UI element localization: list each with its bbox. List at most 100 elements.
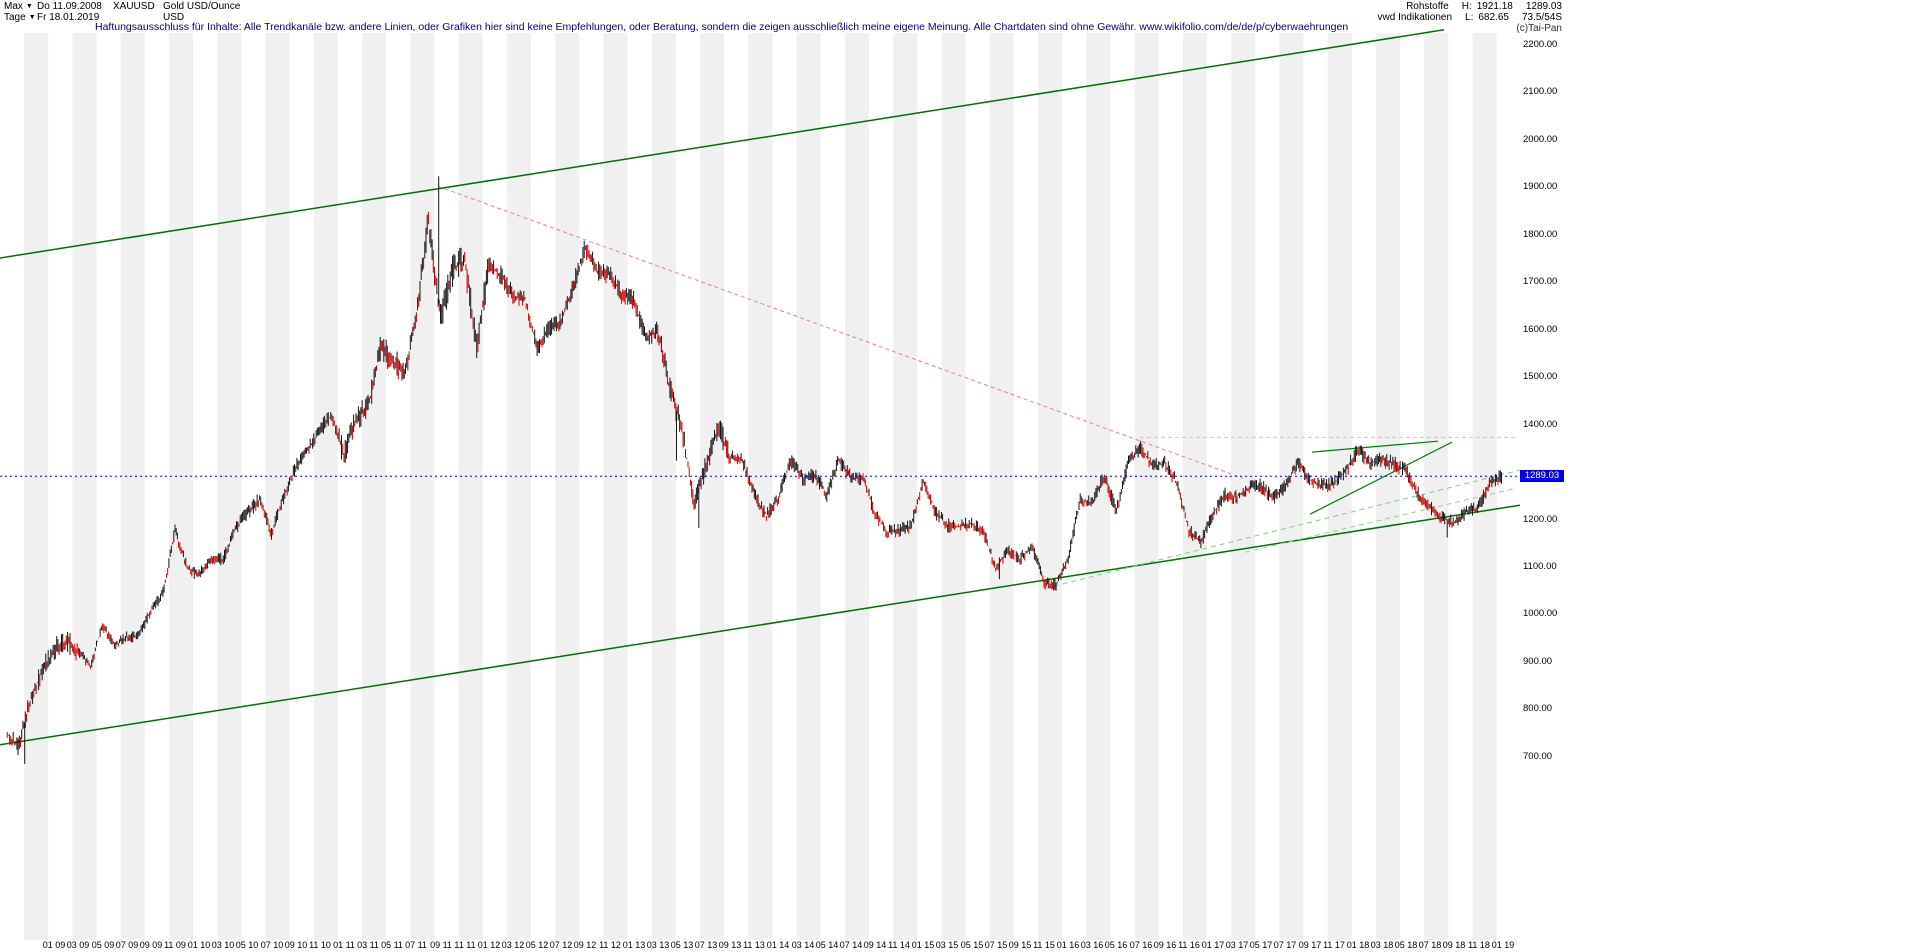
background-band xyxy=(844,33,869,940)
x-axis-label: 09 13 xyxy=(718,940,742,950)
background-band xyxy=(531,33,556,940)
x-axis-label: 05 10 xyxy=(235,940,259,950)
background-band xyxy=(869,33,894,940)
background-band xyxy=(1448,33,1473,940)
x-axis-label: 11 16 xyxy=(1178,940,1200,950)
x-axis-label: 09 11 xyxy=(430,940,452,950)
background-band xyxy=(1376,33,1401,940)
x-axis-label: 03 17 xyxy=(1225,940,1249,950)
x-axis-label: 05 18 xyxy=(1394,940,1418,950)
x-axis-label: 11 13 xyxy=(743,940,765,950)
x-axis-label: 05 15 xyxy=(960,940,984,950)
background-band xyxy=(1472,33,1497,940)
x-axis-label: 03 16 xyxy=(1080,940,1104,950)
x-axis-label: 01 10 xyxy=(187,940,211,950)
background-band xyxy=(1038,33,1063,940)
x-axis-label: 01 09 xyxy=(42,940,66,950)
x-axis-label: 11 09 xyxy=(164,940,186,950)
background-band xyxy=(265,33,290,940)
x-axis-label: 03 14 xyxy=(791,940,815,950)
background-band xyxy=(893,33,918,940)
x-axis-label: 11 10 xyxy=(309,940,331,950)
background-band xyxy=(362,33,387,940)
background-band xyxy=(1496,33,1520,940)
background-band xyxy=(0,33,25,940)
x-axis-label: 01 11 xyxy=(333,940,355,950)
background-band xyxy=(72,33,97,940)
x-axis-label: 09 17 xyxy=(1298,940,1322,950)
date-axis: 01 09 03 09 05 09 07 09 09 09 11 09 01 10 03 10… xyxy=(0,940,1540,952)
background-band xyxy=(96,33,121,940)
x-axis-label: 07 09 xyxy=(115,940,139,950)
background-band xyxy=(700,33,725,940)
x-axis-label: 03 12 xyxy=(501,940,525,950)
background-band xyxy=(941,33,966,940)
background-band xyxy=(1327,33,1352,940)
support-dashed-line-1 xyxy=(1044,469,1520,589)
background-band xyxy=(772,33,797,940)
x-axis-label: 07 16 xyxy=(1129,940,1153,950)
x-axis-label: 07 14 xyxy=(839,940,863,950)
x-axis-label: 01 15 xyxy=(911,940,935,950)
range-selector[interactable]: Max ▼ xyxy=(4,1,33,12)
background-band xyxy=(1424,33,1449,940)
background-band xyxy=(1013,33,1038,940)
x-axis-label: 03 13 xyxy=(646,940,670,950)
background-band xyxy=(144,33,169,940)
x-axis-label: 11 14 xyxy=(888,940,910,950)
wedge-top-line xyxy=(1311,440,1439,453)
background-band xyxy=(796,33,821,940)
x-axis-label: 03 15 xyxy=(935,940,959,950)
background-band xyxy=(579,33,604,940)
background-band xyxy=(651,33,676,940)
background-band xyxy=(555,33,580,940)
wedge-bottom-line xyxy=(1309,441,1453,515)
background-band xyxy=(675,33,700,940)
background-band xyxy=(338,33,363,940)
x-axis-label: 01 19 xyxy=(1491,940,1515,950)
x-axis-label: 07 18 xyxy=(1418,940,1442,950)
x-axis-label: 05 13 xyxy=(670,940,694,950)
background-band xyxy=(1182,33,1207,940)
x-axis-label: 01 14 xyxy=(766,940,790,950)
x-axis-label: 03 11 xyxy=(357,940,379,950)
x-axis-label: 09 12 xyxy=(573,940,597,950)
x-axis-label: 05 12 xyxy=(525,940,549,950)
background-band xyxy=(217,33,242,940)
x-axis-label: 01 12 xyxy=(477,940,501,950)
x-axis-label: 03 18 xyxy=(1370,940,1394,950)
x-axis-label: 11 11 xyxy=(454,940,476,950)
x-axis-label: 05 16 xyxy=(1104,940,1128,950)
x-axis-label: 05 14 xyxy=(815,940,839,950)
current-price-tag: 1289.03 xyxy=(1520,470,1564,482)
x-axis-label: 05 11 xyxy=(381,940,403,950)
x-axis-label: 11 12 xyxy=(599,940,621,950)
background-band xyxy=(1158,33,1183,940)
x-axis-label: 03 10 xyxy=(211,940,235,950)
upper-channel-line xyxy=(0,29,1445,259)
background-band xyxy=(482,33,507,940)
lower-channel-line xyxy=(0,504,1520,746)
x-axis-label: 11 18 xyxy=(1468,940,1490,950)
background-band xyxy=(1062,33,1087,940)
period-selector[interactable]: Tage ▼ xyxy=(4,12,36,23)
background-band xyxy=(917,33,942,940)
x-axis-label: 07 12 xyxy=(549,940,573,950)
x-axis-label: 05 09 xyxy=(91,940,115,950)
x-axis-label: 01 17 xyxy=(1201,940,1225,950)
x-axis-label: 03 09 xyxy=(66,940,90,950)
background-band xyxy=(989,33,1014,940)
x-axis-label: 09 10 xyxy=(284,940,308,950)
background-band xyxy=(289,33,314,940)
x-axis-label: 09 15 xyxy=(1008,940,1032,950)
background-band xyxy=(48,33,73,940)
range-selector-label: Max xyxy=(4,1,23,12)
background-band xyxy=(724,33,749,940)
x-axis-label: 09 18 xyxy=(1442,940,1466,950)
background-band xyxy=(434,33,459,940)
background-band xyxy=(1303,33,1328,940)
background-band xyxy=(241,33,266,940)
background-band xyxy=(603,33,628,940)
x-axis-label: 07 10 xyxy=(260,940,284,950)
